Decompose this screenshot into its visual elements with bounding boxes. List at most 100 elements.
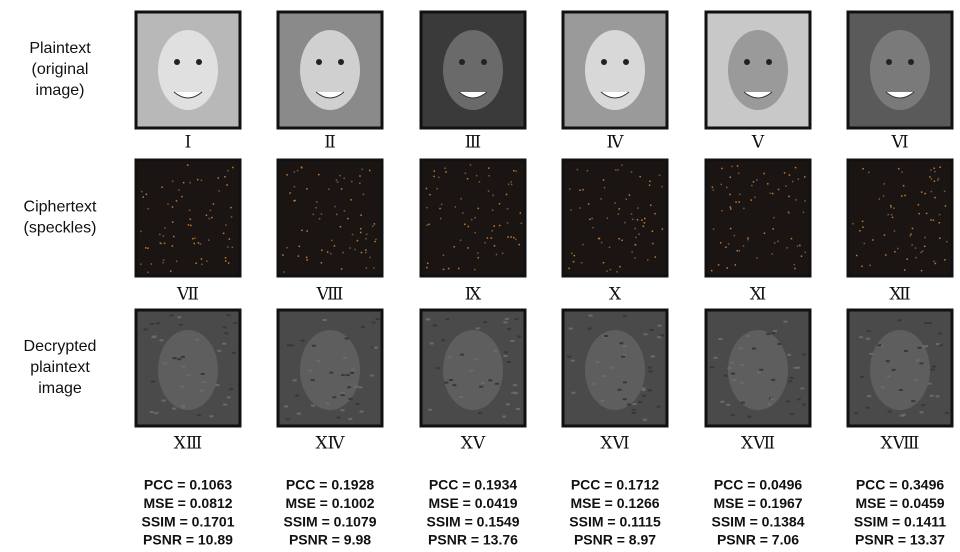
- speckle: [470, 164, 472, 166]
- speckle: [654, 213, 656, 215]
- noise: [904, 350, 908, 352]
- noise: [232, 352, 236, 354]
- speckle: [375, 239, 377, 241]
- speckle: [579, 189, 581, 191]
- noise: [360, 411, 364, 413]
- speckle: [460, 198, 462, 200]
- speckle: [479, 181, 481, 183]
- noise: [350, 372, 354, 374]
- speckle: [921, 191, 923, 193]
- speckle: [201, 258, 203, 260]
- speckle: [210, 210, 212, 212]
- speckle: [894, 251, 896, 253]
- speckle: [747, 237, 749, 239]
- speckle: [230, 207, 232, 209]
- speckle: [739, 194, 741, 196]
- noise: [623, 345, 627, 347]
- speckle: [359, 182, 361, 184]
- speckle: [499, 203, 501, 205]
- noise: [162, 400, 166, 402]
- noise: [493, 350, 497, 352]
- speckle: [306, 257, 308, 259]
- speckle: [869, 265, 871, 267]
- speckle: [282, 254, 284, 256]
- noise: [229, 388, 233, 390]
- noise: [503, 321, 507, 323]
- speckle: [579, 207, 581, 209]
- speckle: [945, 205, 947, 207]
- row-label: Plaintext: [29, 40, 91, 57]
- metric: MSE = 0.0419: [428, 495, 517, 511]
- speckle: [190, 219, 192, 221]
- speckle: [306, 230, 308, 232]
- noise: [172, 408, 176, 410]
- speckle: [946, 241, 948, 243]
- noise: [345, 337, 349, 339]
- noise: [351, 369, 355, 371]
- speckle: [787, 247, 789, 249]
- speckle: [763, 173, 765, 175]
- speckle: [208, 239, 210, 241]
- speckle: [588, 203, 590, 205]
- speckle: [737, 165, 739, 167]
- noise: [376, 318, 380, 320]
- speckle: [231, 216, 233, 218]
- noise: [888, 411, 892, 413]
- speckle: [726, 187, 728, 189]
- speckle: [788, 196, 790, 198]
- noise: [483, 321, 487, 323]
- speckle: [617, 169, 619, 171]
- speckle: [436, 188, 438, 190]
- noise: [877, 344, 881, 346]
- speckle: [587, 170, 589, 172]
- noise: [916, 359, 920, 361]
- speckle: [903, 185, 905, 187]
- speckle: [444, 168, 446, 170]
- speckle: [621, 240, 623, 242]
- noise: [797, 398, 801, 400]
- speckle: [934, 171, 936, 173]
- noise: [800, 387, 804, 389]
- speckle: [610, 269, 612, 271]
- speckle: [151, 263, 153, 265]
- speckle: [360, 232, 362, 234]
- plaintext-image: [421, 12, 525, 128]
- plaintext-image: [563, 12, 667, 128]
- noise: [173, 357, 177, 359]
- speckle: [467, 178, 469, 180]
- speckle: [511, 184, 513, 186]
- speckle: [351, 181, 353, 183]
- noise: [323, 319, 327, 321]
- noise: [919, 362, 923, 364]
- speckle: [373, 267, 375, 269]
- noise: [759, 369, 763, 371]
- noise: [772, 332, 776, 334]
- speckle: [426, 267, 428, 269]
- speckle: [884, 183, 886, 185]
- speckle: [170, 270, 172, 272]
- speckle: [147, 272, 149, 274]
- noise: [567, 356, 571, 358]
- noise: [931, 369, 935, 371]
- noise: [571, 392, 575, 394]
- noise: [227, 314, 231, 316]
- speckle: [438, 177, 440, 179]
- speckle: [520, 212, 522, 214]
- speckle: [718, 264, 720, 266]
- speckle: [639, 176, 641, 178]
- speckle: [147, 247, 149, 249]
- speckle: [190, 225, 192, 227]
- noise: [928, 383, 932, 385]
- speckle: [862, 221, 864, 223]
- panel-label: XⅦ: [741, 434, 775, 454]
- noise: [928, 322, 932, 324]
- noise: [732, 379, 736, 381]
- noise: [747, 416, 751, 418]
- panel-label: Ⅳ: [607, 133, 625, 153]
- noise: [924, 322, 928, 324]
- speckle: [499, 225, 501, 227]
- speckle: [629, 194, 631, 196]
- speckle: [918, 204, 920, 206]
- noise: [233, 322, 237, 324]
- eye: [601, 59, 607, 65]
